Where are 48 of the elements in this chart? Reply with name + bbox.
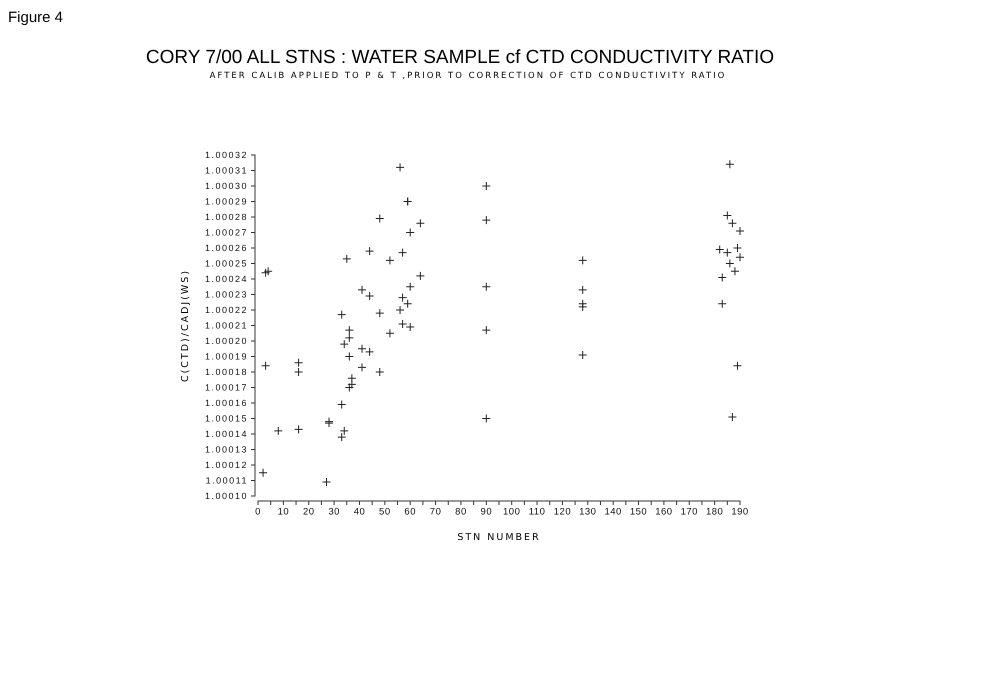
y-tick-label: 1.00017 bbox=[204, 382, 248, 392]
y-tick-label: 1.00011 bbox=[206, 475, 248, 486]
y-tick-label: 1.00031 bbox=[204, 165, 248, 176]
x-tick-label: 0 bbox=[255, 506, 261, 518]
y-tick-label: 1.00028 bbox=[204, 212, 248, 222]
chart-title: CORY 7/00 ALL STNS : WATER SAMPLE cf CTD CONDUCTIVITY RATIO bbox=[146, 47, 774, 68]
y-axis-title: C(CTD)/CADJ(WS) bbox=[180, 268, 191, 382]
x-tick-label: 80 bbox=[455, 506, 467, 518]
x-tick-label: 140 bbox=[604, 506, 622, 518]
y-tick-label: 1.00014 bbox=[204, 428, 248, 439]
x-tick-label: 150 bbox=[630, 506, 648, 518]
y-tick-label: 1.00024 bbox=[204, 274, 248, 284]
y-tick-label: 1.00023 bbox=[204, 289, 248, 300]
y-tick-label: 1.00016 bbox=[204, 398, 248, 408]
x-tick-label: 70 bbox=[430, 506, 442, 518]
x-tick-label: 130 bbox=[579, 506, 596, 518]
y-tick-label: 1.00015 bbox=[204, 413, 248, 424]
y-tick-label: 1.00010 bbox=[204, 490, 248, 501]
y-tick-label: 1.00013 bbox=[204, 444, 248, 454]
caption: Figure 4 bbox=[8, 9, 64, 26]
x-tick-label: 20 bbox=[302, 506, 315, 518]
x-tick-label: 90 bbox=[480, 506, 492, 518]
x-tick-label: 120 bbox=[554, 506, 572, 518]
y-tick-label: 1.00029 bbox=[204, 196, 248, 206]
x-tick-label: 160 bbox=[655, 506, 673, 518]
chart-subtitle: AFTER CALIB APPLIED TO P & T ,PRIOR TO CORRECTION OF CTD CONDUCTIVITY RATIO bbox=[210, 71, 726, 81]
x-tick-label: 60 bbox=[404, 506, 416, 518]
y-tick-label: 1.00020 bbox=[204, 336, 248, 346]
x-tick-label: 170 bbox=[680, 506, 698, 518]
y-tick-label: 1.00012 bbox=[204, 460, 248, 470]
x-tick-label: 10 bbox=[278, 506, 290, 518]
x-tick-label: 40 bbox=[354, 506, 366, 518]
y-tick-label: 1.00019 bbox=[204, 351, 248, 362]
x-axis-title: STN NUMBER bbox=[457, 532, 541, 543]
y-tick-label: 1.00022 bbox=[204, 304, 248, 315]
x-tick-label: 30 bbox=[328, 506, 340, 518]
y-tick-label: 1.00025 bbox=[204, 258, 248, 268]
y-tick-label: 1.00027 bbox=[204, 227, 248, 238]
x-tick-label: 110 bbox=[528, 506, 546, 518]
x-tick-label: 180 bbox=[706, 506, 724, 518]
y-tick-label: 1.00030 bbox=[204, 180, 248, 191]
y-tick-label: 1.00018 bbox=[204, 366, 248, 377]
y-tick-label: 1.00026 bbox=[204, 242, 248, 253]
x-tick-label: 50 bbox=[379, 506, 391, 518]
x-tick-label: 190 bbox=[731, 506, 749, 518]
x-tick-label: 100 bbox=[503, 506, 520, 518]
y-tick-label: 1.00032 bbox=[204, 150, 248, 160]
y-tick-label: 1.00021 bbox=[204, 320, 248, 330]
